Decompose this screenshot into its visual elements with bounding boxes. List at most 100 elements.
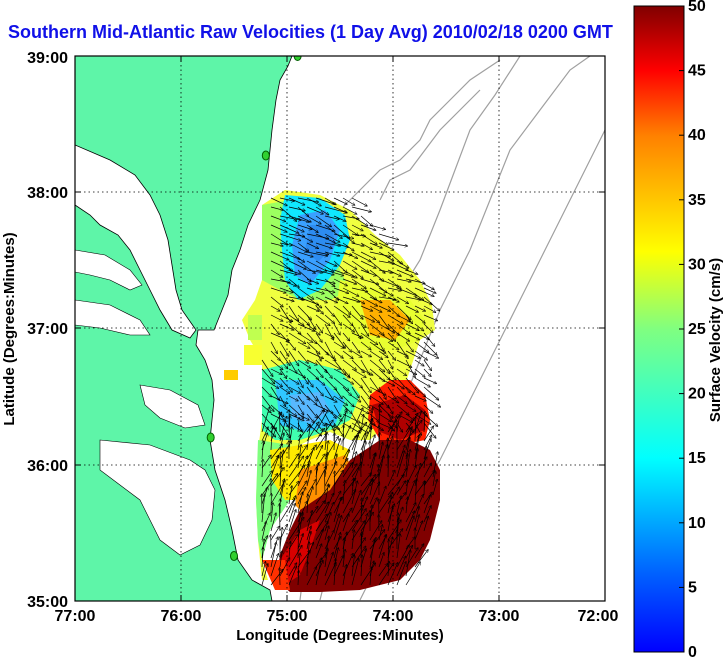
velocity-vector (405, 516, 414, 541)
velocity-vector (360, 332, 377, 344)
velocity-vector (324, 224, 342, 238)
velocity-vector (369, 435, 375, 451)
velocity-vector (369, 359, 385, 372)
velocity-vector (279, 359, 288, 369)
velocity-vector (288, 546, 302, 568)
velocity-vector (297, 481, 307, 496)
velocity-vector (423, 368, 431, 376)
velocity-vector (324, 563, 336, 586)
velocity-vector (333, 305, 350, 317)
velocity-vector (387, 242, 407, 246)
velocity-vector (369, 242, 382, 248)
velocity-vector (315, 242, 332, 248)
velocity-vector (360, 251, 375, 259)
velocity-vector (306, 377, 313, 387)
velocity-vector (315, 269, 334, 275)
velocity-vector (288, 510, 296, 532)
velocity-vector (279, 368, 287, 378)
velocity-vector (351, 305, 363, 319)
velocity-vector (324, 548, 328, 568)
velocity-vector (324, 242, 340, 246)
velocity-vector (396, 269, 413, 277)
velocity-vector (387, 359, 393, 369)
velocity-vector (369, 395, 383, 404)
velocity-vector (342, 436, 357, 460)
velocity-vector (324, 530, 334, 550)
velocity-vector (369, 422, 383, 430)
velocity-vector (414, 305, 425, 311)
velocity-vector (387, 341, 399, 350)
velocity-vector (306, 269, 323, 273)
velocity-vector (351, 341, 360, 353)
velocity-vector (279, 386, 290, 394)
velocity-vector (396, 534, 400, 559)
velocity-vector (369, 377, 380, 392)
velocity-vector (396, 314, 410, 322)
velocity-vector (279, 395, 286, 406)
velocity-vector (360, 242, 372, 249)
velocity-vector (378, 442, 383, 460)
velocity-vector (333, 242, 348, 247)
velocity-vector (306, 471, 311, 487)
velocity-vector (414, 341, 429, 352)
velocity-vector (297, 323, 314, 331)
velocity-vector (306, 395, 317, 405)
velocity-vector (262, 441, 263, 460)
velocity-vector (369, 251, 390, 257)
velocity-vector (360, 305, 372, 311)
velocity-vector (378, 278, 399, 287)
velocity-vector (342, 233, 354, 243)
velocity-vector (387, 350, 395, 360)
velocity-vector (315, 278, 335, 283)
velocity-vector (414, 479, 417, 505)
velocity-vector (288, 314, 304, 326)
velocity-vector (270, 526, 280, 541)
velocity-vector (378, 314, 389, 329)
colorbar-tick-label: 0 (688, 644, 697, 659)
velocity-vector (396, 445, 405, 469)
velocity-vector (396, 377, 410, 393)
velocity-vector (378, 422, 391, 428)
velocity-vector (351, 197, 367, 206)
velocity-vector (360, 386, 371, 399)
velocity-vector (378, 341, 384, 351)
velocity-vector (342, 224, 358, 235)
velocity-vector (423, 287, 436, 293)
velocity-vector (351, 359, 364, 373)
velocity-vector (306, 287, 324, 294)
velocity-vector (334, 471, 335, 496)
velocity-vector (279, 215, 301, 220)
velocity-vector (396, 451, 405, 478)
velocity-vector (315, 341, 328, 355)
velocity-vector (333, 533, 340, 559)
velocity-vector (315, 368, 323, 377)
station-marker (230, 551, 238, 562)
velocity-vector (288, 197, 305, 205)
velocity-vector (333, 233, 353, 238)
velocity-vector (405, 503, 416, 523)
velocity-vector (279, 242, 292, 245)
velocity-vector (342, 413, 360, 423)
velocity-vector (270, 554, 278, 577)
velocity-vector (405, 341, 413, 352)
velocity-vector (396, 415, 400, 433)
velocity-vector (351, 377, 362, 388)
velocity-vector (324, 350, 336, 361)
velocity-vector (396, 278, 411, 282)
velocity-vector (396, 562, 406, 586)
velocity-vector (342, 278, 356, 284)
velocity-vector (279, 251, 300, 259)
velocity-vector (423, 359, 431, 370)
velocity-vector (297, 332, 313, 342)
velocity-vector (351, 260, 368, 272)
velocity-vector (387, 413, 396, 428)
velocity-vector (342, 314, 353, 326)
station-marker (206, 432, 215, 443)
colorbar-tick-label: 30 (688, 256, 706, 273)
velocity-vector (342, 514, 349, 532)
velocity-vector (369, 278, 387, 293)
velocity-vector (405, 296, 421, 300)
velocity-vector (378, 323, 395, 333)
velocity-vector (315, 467, 326, 487)
velocity-vector (396, 296, 408, 303)
